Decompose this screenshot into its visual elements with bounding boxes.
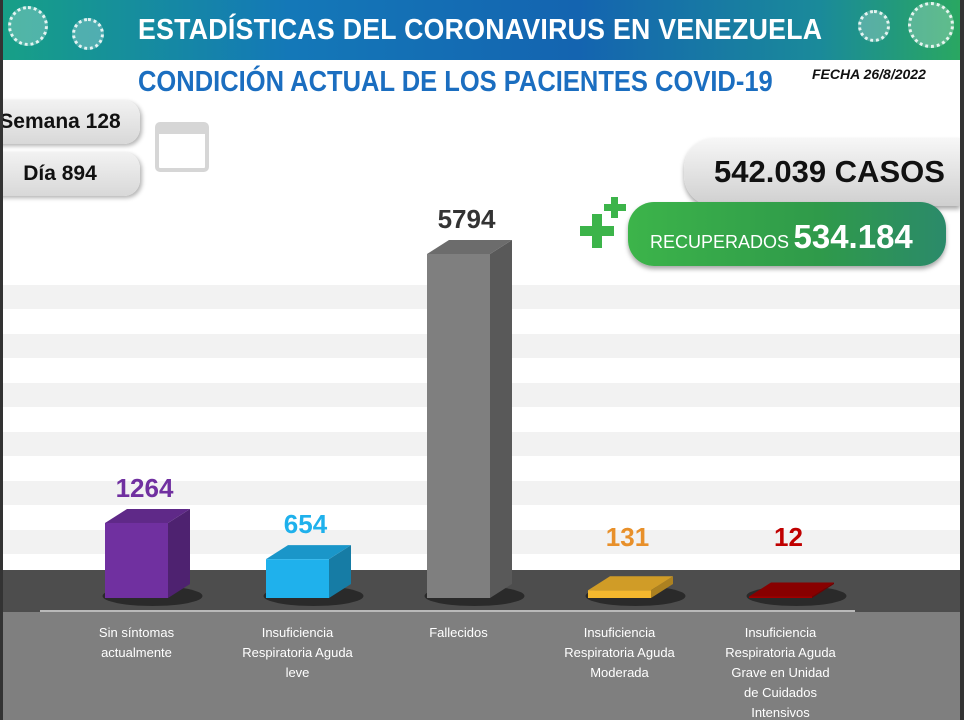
recovered-badge: RECUPERADOS 534.184 [628, 202, 946, 266]
bar [588, 590, 651, 598]
bar [105, 522, 168, 598]
bar-top [427, 240, 512, 254]
data-label: 5794 [437, 204, 496, 234]
bar-top [588, 576, 673, 591]
day-badge: Día 894 [0, 152, 140, 196]
bar-side [168, 508, 190, 598]
recovered-label: RECUPERADOS [650, 232, 790, 252]
bar-top [266, 545, 351, 560]
bar [266, 559, 329, 598]
bar-side [812, 582, 834, 598]
data-label: 654 [283, 509, 328, 540]
category-label: Fallecidos [429, 625, 488, 640]
data-label: 12 [774, 522, 803, 552]
bar-side [490, 240, 512, 598]
category-label: Insuficiencia Respiratoria Aguda leve [242, 625, 353, 680]
virus-icon [8, 6, 48, 46]
label-area [0, 612, 964, 720]
header-banner: ESTADÍSTICAS DEL CORONAVIRUS EN VENEZUEL… [0, 0, 964, 60]
page-subtitle: CONDICIÓN ACTUAL DE LOS PACIENTES COVID-… [138, 66, 773, 98]
bar-side [329, 545, 351, 598]
category-label: Insuficiencia Respiratoria Aguda Grave e… [725, 625, 836, 720]
recovered-value: 534.184 [793, 218, 913, 255]
week-badge: Semana 128 [0, 100, 140, 144]
total-cases: 542.039 CASOS [684, 138, 960, 206]
frame-left [0, 0, 3, 720]
bar [749, 596, 812, 598]
bar-side [651, 576, 673, 598]
category-label: Insuficiencia Respiratoria Aguda Moderad… [564, 625, 675, 680]
bar-top [105, 508, 190, 523]
virus-icon [858, 10, 890, 42]
frame-right [960, 0, 964, 720]
category-label: Sin síntomas actualmente [98, 625, 175, 660]
data-label: 131 [605, 522, 650, 552]
calendar-icon [155, 122, 209, 172]
bar [427, 254, 490, 598]
data-label: 1264 [115, 472, 174, 503]
virus-icon [908, 2, 954, 48]
date-label: FECHA 26/8/2022 [812, 66, 926, 82]
virus-icon [72, 18, 104, 50]
bar-top [749, 582, 834, 597]
page-title: ESTADÍSTICAS DEL CORONAVIRUS EN VENEZUEL… [138, 14, 823, 46]
